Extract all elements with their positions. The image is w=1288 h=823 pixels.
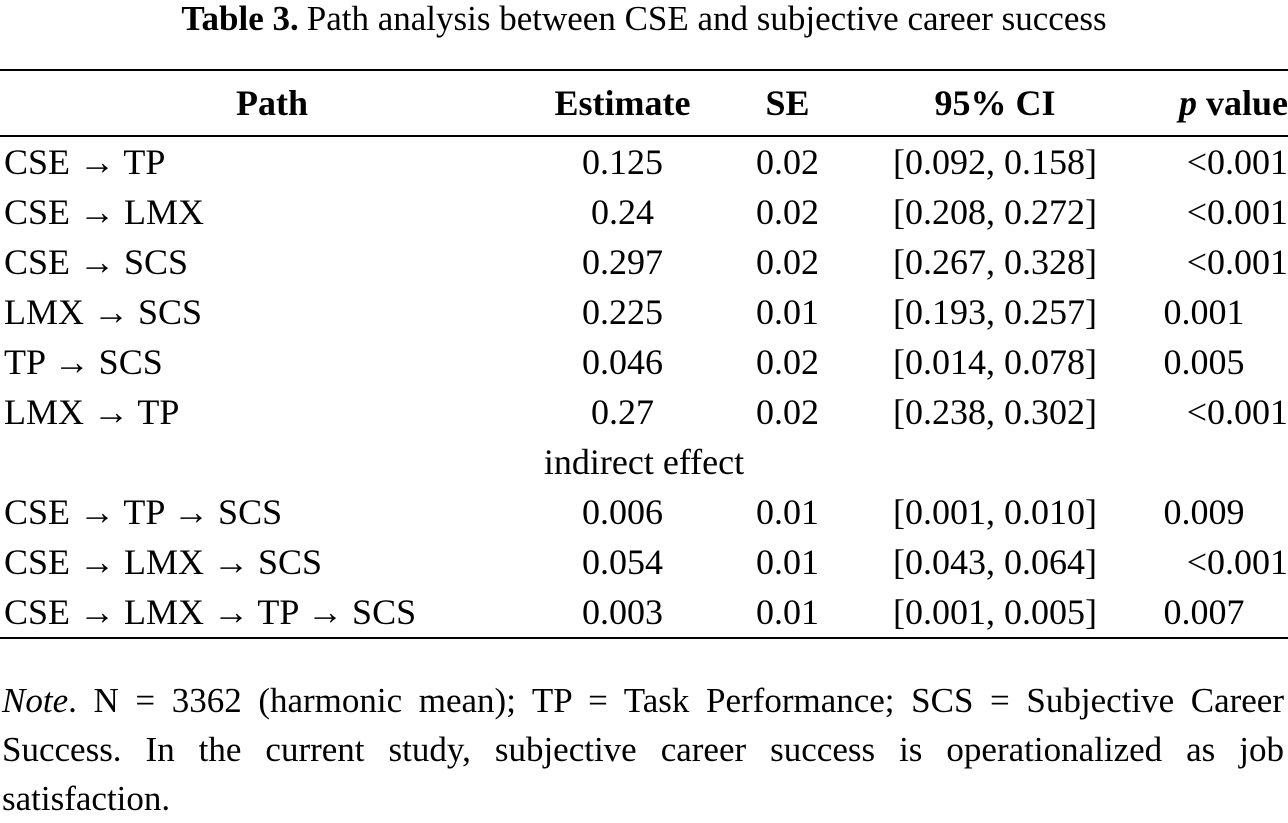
table-cell: 0.054 bbox=[582, 542, 663, 582]
header-cell: Path bbox=[0, 69, 540, 137]
table-cell: 0.02 bbox=[756, 342, 819, 382]
section-row: indirect effect bbox=[0, 437, 1288, 487]
table-cell: 0.005 bbox=[1163, 342, 1245, 382]
table-cell: TP → SCS bbox=[4, 342, 163, 382]
table-cell: [0.092, 0.158] bbox=[893, 142, 1097, 182]
table-cell: [0.267, 0.328] bbox=[893, 242, 1097, 282]
table-cell: 0.007 bbox=[1120, 587, 1288, 639]
table-cell: 0.297 bbox=[582, 242, 663, 282]
header-italic: p bbox=[1178, 83, 1197, 123]
table-cell: 0.02 bbox=[756, 142, 819, 182]
table-cell: CSE → TP bbox=[4, 142, 166, 182]
table-cell: 0.009 bbox=[1163, 492, 1245, 532]
table-cell: 0.24 bbox=[591, 192, 654, 232]
table-row: CSE → SCS 0.297 0.02 [0.267, 0.328] <0.001 bbox=[0, 237, 1288, 287]
table-cell: 0.003 bbox=[540, 587, 705, 639]
table-cell: <0.001 bbox=[1186, 142, 1288, 182]
table-cell: 0.02 bbox=[756, 392, 819, 432]
table-row: CSE → LMX → TP → SCS 0.003 0.01 [0.001, 0.0… bbox=[0, 587, 1288, 639]
header-text: value bbox=[1205, 83, 1288, 123]
table-cell: LMX → TP bbox=[4, 392, 180, 432]
table-cell: 0.01 bbox=[756, 492, 819, 532]
table-cell: 0.02 bbox=[756, 192, 819, 232]
section-cell: indirect effect bbox=[543, 442, 745, 482]
header-cell: p value bbox=[1120, 69, 1288, 137]
table-cell: LMX → SCS bbox=[4, 292, 203, 332]
table-cell: [0.001, 0.005] bbox=[870, 587, 1120, 639]
table-cell: 0.01 bbox=[756, 292, 819, 332]
table: Path Estimate SE 95% CI p value CSE → TP 0.12… bbox=[0, 69, 1288, 639]
table-cell: 0.006 bbox=[582, 492, 663, 532]
table-cell: 0.225 bbox=[582, 292, 663, 332]
table-cell: 0.125 bbox=[582, 142, 663, 182]
table-cell: [0.001, 0.010] bbox=[893, 492, 1097, 532]
table-cell: [0.014, 0.078] bbox=[893, 342, 1097, 382]
header-cell: SE bbox=[705, 69, 870, 137]
note: Note. N = 3362 (harmonic mean); TP = Tas… bbox=[2, 676, 1284, 823]
table-cell: <0.001 bbox=[1186, 542, 1288, 582]
table-row: CSE → LMX → SCS 0.054 0.01 [0.043, 0.064] <0… bbox=[0, 537, 1288, 587]
table-row: CSE → TP 0.125 0.02 [0.092, 0.158] <0.001 bbox=[0, 136, 1288, 187]
table-row: CSE → LMX 0.24 0.02 [0.208, 0.272] <0.001 bbox=[0, 187, 1288, 237]
table-cell: 0.01 bbox=[705, 587, 870, 639]
table-cell: CSE → TP → SCS bbox=[4, 492, 283, 532]
table-cell: CSE → LMX → SCS bbox=[4, 542, 323, 582]
table-cell: 0.001 bbox=[1163, 292, 1245, 332]
table-row: TP → SCS 0.046 0.02 [0.014, 0.078] 0.005 bbox=[0, 337, 1288, 387]
table-cell: <0.001 bbox=[1186, 392, 1288, 432]
table-cell: CSE → SCS bbox=[4, 242, 189, 282]
note-label: Note bbox=[2, 681, 69, 720]
note-text: . N = 3362 (harmonic mean); TP = Task Pe… bbox=[2, 681, 1284, 818]
table-row: LMX → TP 0.27 0.02 [0.238, 0.302] <0.001 bbox=[0, 387, 1288, 437]
table-cell: 0.046 bbox=[582, 342, 663, 382]
caption-label: Table 3. bbox=[181, 0, 299, 38]
caption: Table 3. Path analysis between CSE and su… bbox=[0, 0, 1288, 38]
table-cell: 0.02 bbox=[756, 242, 819, 282]
table-cell: 0.01 bbox=[756, 542, 819, 582]
table-cell: CSE → LMX bbox=[4, 192, 205, 232]
table-cell: <0.001 bbox=[1186, 192, 1288, 232]
table-cell: CSE → LMX → TP → SCS bbox=[0, 587, 540, 639]
header-cell: 95% CI bbox=[870, 69, 1120, 137]
table-body: CSE → TP 0.125 0.02 [0.092, 0.158] <0.001 CSE… bbox=[0, 136, 1288, 639]
header-row: Path Estimate SE 95% CI p value bbox=[0, 69, 1288, 137]
table-row: CSE → TP → SCS 0.006 0.01 [0.001, 0.010] 0.0… bbox=[0, 487, 1288, 537]
table-cell: [0.043, 0.064] bbox=[893, 542, 1097, 582]
table-cell: 0.27 bbox=[591, 392, 654, 432]
caption-text: Path analysis between CSE and subjective… bbox=[306, 0, 1107, 38]
table-cell: [0.193, 0.257] bbox=[893, 292, 1097, 332]
header-cell: Estimate bbox=[540, 69, 705, 137]
table-cell: <0.001 bbox=[1186, 242, 1288, 282]
table-cell: [0.238, 0.302] bbox=[893, 392, 1097, 432]
table-cell: [0.208, 0.272] bbox=[893, 192, 1097, 232]
table-row: LMX → SCS 0.225 0.01 [0.193, 0.257] 0.001 bbox=[0, 287, 1288, 337]
